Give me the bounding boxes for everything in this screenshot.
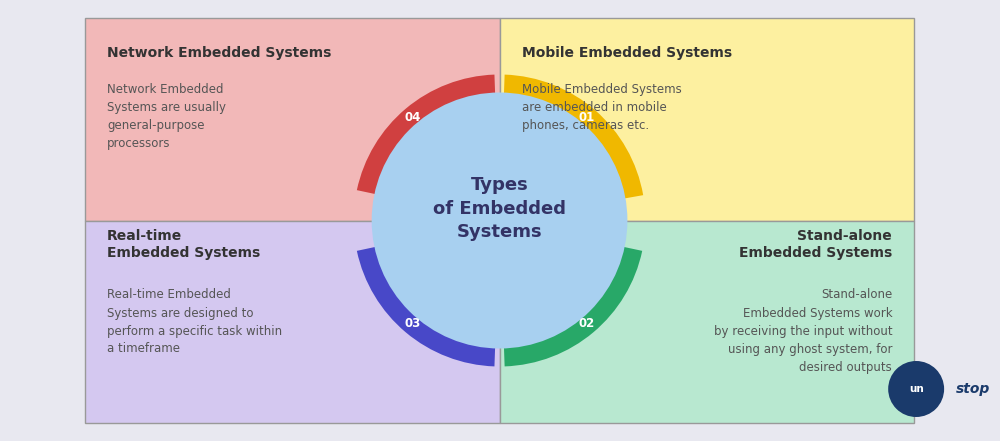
Text: Mobile Embedded Systems: Mobile Embedded Systems (522, 46, 732, 60)
Text: Real-time
Embedded Systems: Real-time Embedded Systems (107, 228, 260, 260)
Text: Types
of Embedded
Systems: Types of Embedded Systems (433, 176, 566, 241)
Text: Stand-alone
Embedded Systems work
by receiving the input without
using any ghost: Stand-alone Embedded Systems work by rec… (714, 288, 892, 374)
Text: 02: 02 (578, 318, 594, 330)
Bar (500, 220, 914, 423)
Text: Stand-alone
Embedded Systems: Stand-alone Embedded Systems (739, 228, 892, 260)
Text: Network Embedded
Systems are usually
general-purpose
processors: Network Embedded Systems are usually gen… (107, 83, 226, 150)
Bar (85, 220, 500, 423)
Text: un: un (909, 384, 924, 394)
Text: stop: stop (956, 382, 990, 396)
Circle shape (888, 361, 944, 417)
Text: Network Embedded Systems: Network Embedded Systems (107, 46, 331, 60)
Bar (85, 18, 500, 220)
Text: Mobile Embedded Systems
are embedded in mobile
phones, cameras etc.: Mobile Embedded Systems are embedded in … (522, 83, 681, 132)
Text: 01: 01 (578, 111, 594, 123)
Text: 04: 04 (405, 111, 421, 123)
Wedge shape (504, 75, 643, 199)
Wedge shape (504, 246, 642, 366)
Wedge shape (357, 246, 495, 366)
Circle shape (372, 93, 627, 348)
Text: 03: 03 (405, 318, 421, 330)
Wedge shape (357, 75, 495, 195)
Text: Real-time Embedded
Systems are designed to
perform a specific task within
a time: Real-time Embedded Systems are designed … (107, 288, 282, 355)
Bar (500, 18, 914, 220)
